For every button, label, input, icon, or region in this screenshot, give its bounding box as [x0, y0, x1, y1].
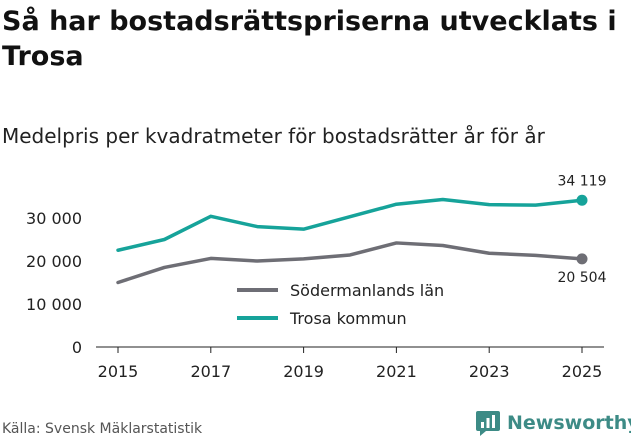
series-end-point-1: [576, 253, 588, 265]
series-line-2: [116, 197, 584, 252]
series-layer: 20 504 34 119: [116, 173, 607, 286]
y-axis: 0 10 000 20 000 30 000: [26, 209, 82, 357]
chart-subtitle: Medelpris per kvadratmeter för bostadsrä…: [2, 124, 545, 148]
x-tick-label: 2017: [190, 362, 231, 381]
newsworthy-logo-icon: [476, 411, 500, 436]
chart-title: Så har bostadsrättspriserna utvecklats i…: [2, 6, 617, 72]
x-tick-label: 2015: [98, 362, 139, 381]
legend-label: Södermanlands län: [290, 281, 444, 300]
source-note: Källa: Svensk Mäklarstatistik: [2, 421, 203, 437]
x-tick-label: 2021: [376, 362, 417, 381]
legend-label: Trosa kommun: [289, 309, 407, 328]
y-tick-label: 0: [72, 338, 82, 357]
series-end-label-1: 20 504: [558, 270, 607, 286]
x-tick-label: 2019: [283, 362, 324, 381]
brand-name: Newsworthy: [507, 412, 631, 434]
series-end-label-2: 34 119: [558, 173, 607, 189]
series-end-point-2: [576, 194, 588, 206]
y-tick-label: 20 000: [26, 252, 82, 271]
legend: Södermanlands län Trosa kommun: [237, 281, 444, 328]
y-tick-label: 30 000: [26, 209, 82, 228]
x-axis: 2015 2017 2019 2021 2023 2025: [96, 346, 604, 381]
series-line-1: [116, 241, 584, 285]
brand: Newsworthy: [475, 408, 631, 438]
y-tick-label: 10 000: [26, 295, 82, 314]
x-tick-label: 2025: [562, 362, 603, 381]
x-tick-label: 2023: [469, 362, 510, 381]
line-chart: 0 10 000 20 000 30 000 2015 2017 2019 2021 2023…: [26, 173, 607, 381]
